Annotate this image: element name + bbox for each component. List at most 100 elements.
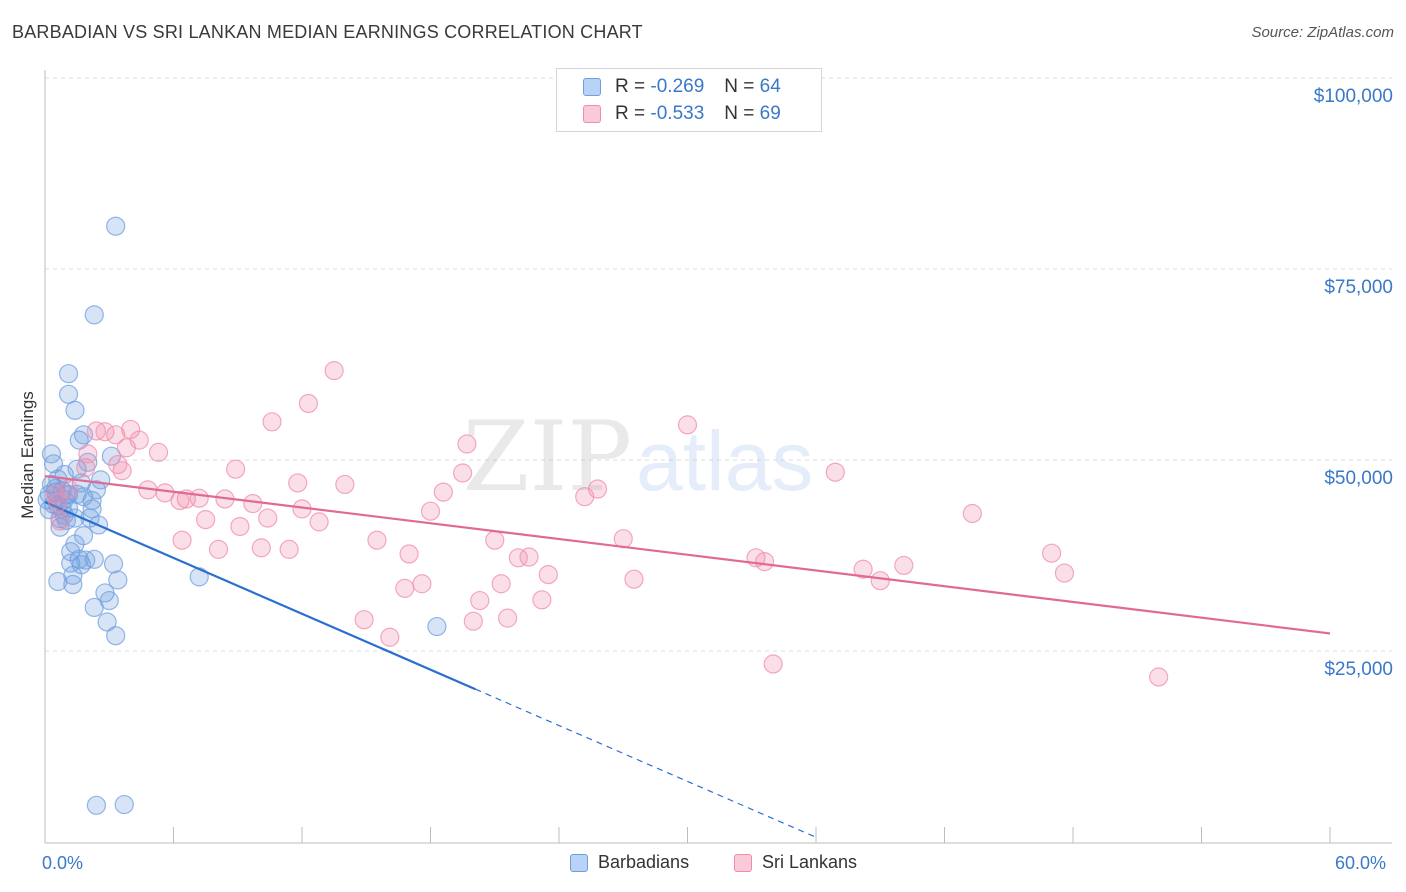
data-point xyxy=(99,590,119,611)
data-point xyxy=(148,442,169,462)
data-point xyxy=(894,555,914,576)
data-point xyxy=(288,473,308,493)
series-layer xyxy=(37,216,1331,838)
data-point xyxy=(399,544,419,564)
legend-n-value: 69 xyxy=(759,103,781,124)
data-point xyxy=(298,393,319,414)
data-point xyxy=(1041,543,1062,563)
data-point xyxy=(78,444,98,464)
data-point xyxy=(427,616,447,637)
data-point xyxy=(754,552,775,572)
data-point xyxy=(230,516,250,537)
data-point xyxy=(624,569,644,589)
data-point xyxy=(538,564,558,585)
data-point xyxy=(58,384,79,404)
watermark-zip: ZIP xyxy=(463,401,632,513)
legend-row-barbadians: R = -0.269 N = 64 xyxy=(583,75,781,99)
data-point xyxy=(763,654,783,674)
legend-n-label: N = xyxy=(724,76,755,97)
data-point xyxy=(498,608,518,628)
y-tick-75000: $75,000 xyxy=(1324,277,1393,298)
data-point xyxy=(491,574,511,594)
data-point xyxy=(106,626,126,646)
stats-legend: R = -0.269 N = 64 R = -0.533 N = 69 xyxy=(556,68,822,132)
data-point xyxy=(309,512,329,532)
data-point xyxy=(677,415,698,435)
source-label: Source: ZipAtlas.com xyxy=(1251,24,1394,41)
legend-r-value: -0.533 xyxy=(650,103,705,124)
data-point xyxy=(1054,563,1075,583)
data-point xyxy=(189,567,209,587)
data-point xyxy=(106,425,126,445)
data-point xyxy=(103,554,124,574)
data-point xyxy=(48,571,68,592)
gridlines xyxy=(45,77,1392,652)
data-point xyxy=(587,479,608,499)
data-point xyxy=(825,462,845,482)
data-point xyxy=(457,434,477,454)
data-point xyxy=(50,511,70,531)
data-point xyxy=(262,412,282,432)
data-point xyxy=(73,425,94,445)
data-point xyxy=(258,508,278,528)
bottom-legend-barbadians[interactable]: Barbadians xyxy=(570,852,689,873)
legend-r-label: R = xyxy=(615,76,646,97)
data-point xyxy=(226,459,246,479)
data-point xyxy=(86,480,107,500)
data-point xyxy=(95,422,115,442)
legend-n-value: 64 xyxy=(759,76,781,97)
data-point xyxy=(470,590,490,611)
data-point xyxy=(172,530,192,550)
data-point xyxy=(86,795,107,815)
data-point xyxy=(58,479,79,499)
data-point xyxy=(73,526,94,546)
data-point xyxy=(84,549,104,569)
data-point xyxy=(463,611,483,631)
data-point xyxy=(519,547,539,567)
data-point xyxy=(82,499,102,519)
data-point xyxy=(114,794,134,815)
data-point xyxy=(420,501,441,521)
legend-swatch-barbadians xyxy=(583,78,601,96)
data-point xyxy=(251,538,271,558)
data-point xyxy=(208,539,229,559)
data-point xyxy=(58,364,79,384)
legend-r-value: -0.269 xyxy=(650,76,705,97)
trend-line xyxy=(44,501,476,691)
legend-row-sri-lankans: R = -0.533 N = 69 xyxy=(583,102,781,126)
data-point xyxy=(196,509,216,530)
legend-n-label: N = xyxy=(724,103,755,124)
trend-line xyxy=(44,474,1331,635)
bottom-legend-sri-lankans[interactable]: Sri Lankans xyxy=(734,852,857,873)
data-point xyxy=(335,474,355,495)
data-point xyxy=(532,590,552,610)
data-point xyxy=(112,461,132,481)
data-point xyxy=(189,488,209,508)
bottom-legend-label-sri-lankans: Sri Lankans xyxy=(762,852,858,872)
data-point xyxy=(433,482,453,502)
data-point xyxy=(63,574,83,595)
data-point xyxy=(108,570,128,590)
watermark: ZIP atlas xyxy=(463,401,814,513)
data-point xyxy=(1149,667,1169,687)
bottom-legend-label-barbadians: Barbadians xyxy=(598,852,690,872)
data-point xyxy=(962,503,982,524)
trend-line-extension xyxy=(475,688,817,838)
data-point xyxy=(367,530,387,550)
x-tick-max: 60.0% xyxy=(1335,853,1387,873)
data-point xyxy=(279,539,299,559)
data-point xyxy=(106,216,126,236)
y-tick-50000: $50,000 xyxy=(1324,468,1393,489)
data-point xyxy=(84,305,104,325)
watermark-atlas: atlas xyxy=(636,414,813,508)
data-point xyxy=(324,361,344,381)
y-tick-100000: $100,000 xyxy=(1313,86,1393,107)
chart-title: BARBADIAN VS SRI LANKAN MEDIAN EARNINGS … xyxy=(12,22,643,42)
axes xyxy=(44,70,1392,844)
data-point xyxy=(97,612,117,632)
data-point xyxy=(412,574,432,594)
data-point xyxy=(870,571,890,591)
series-barbadians xyxy=(37,216,817,838)
data-point xyxy=(508,548,528,568)
data-point xyxy=(380,627,400,647)
